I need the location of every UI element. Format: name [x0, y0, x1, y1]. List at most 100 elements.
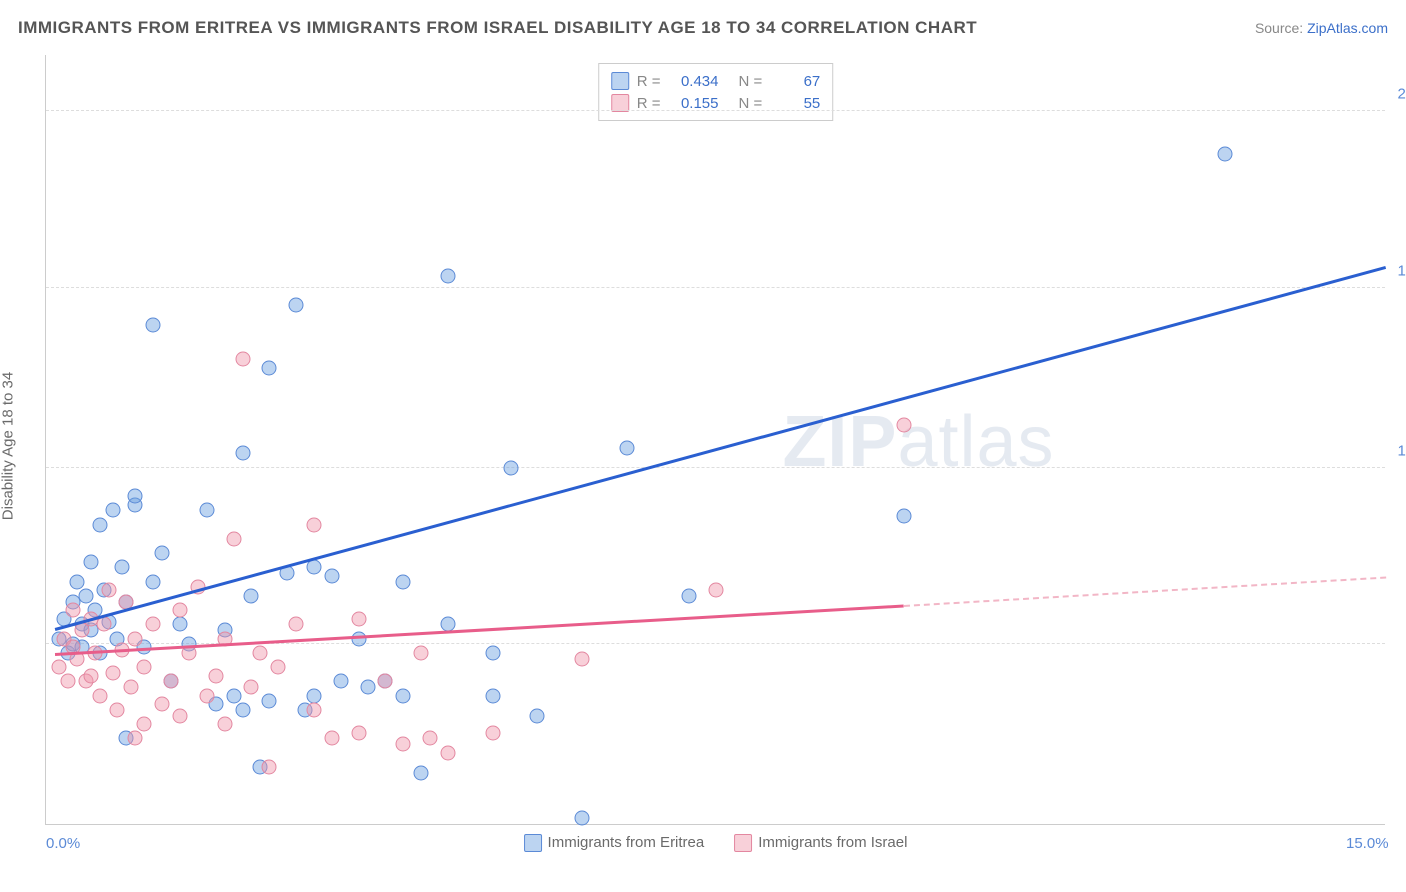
data-point: [79, 588, 94, 603]
data-point: [262, 360, 277, 375]
data-point: [307, 560, 322, 575]
data-point: [530, 708, 545, 723]
data-point: [378, 674, 393, 689]
data-point: [253, 645, 268, 660]
correlation-legend: R =0.434N =67R =0.155N =55: [598, 63, 834, 121]
data-point: [360, 680, 375, 695]
data-point: [173, 617, 188, 632]
legend-row: R =0.434N =67: [611, 70, 821, 92]
data-point: [235, 446, 250, 461]
data-point: [137, 660, 152, 675]
data-point: [146, 574, 161, 589]
data-point: [226, 688, 241, 703]
source-label: Source: ZipAtlas.com: [1255, 20, 1388, 36]
y-tick-label: 6.3%: [1390, 619, 1406, 636]
y-tick-label: 25.0%: [1390, 86, 1406, 103]
data-point: [83, 668, 98, 683]
grid-line: [46, 287, 1385, 288]
data-point: [414, 765, 429, 780]
data-point: [164, 674, 179, 689]
data-point: [217, 717, 232, 732]
data-point: [128, 631, 143, 646]
data-point: [244, 680, 259, 695]
data-point: [173, 603, 188, 618]
data-point: [146, 617, 161, 632]
data-point: [324, 568, 339, 583]
data-point: [396, 574, 411, 589]
data-point: [441, 269, 456, 284]
data-point: [52, 660, 67, 675]
data-point: [128, 489, 143, 504]
data-point: [503, 460, 518, 475]
data-point: [485, 725, 500, 740]
watermark: ZIPatlas: [782, 401, 1054, 483]
data-point: [1218, 146, 1233, 161]
data-point: [709, 583, 724, 598]
grid-line: [46, 467, 1385, 468]
data-point: [155, 697, 170, 712]
y-tick-label: 12.5%: [1390, 442, 1406, 459]
data-point: [896, 417, 911, 432]
series-legend: Immigrants from Eritrea Immigrants from I…: [524, 834, 908, 852]
data-point: [106, 665, 121, 680]
data-point: [307, 517, 322, 532]
data-point: [110, 702, 125, 717]
data-point: [106, 503, 121, 518]
data-point: [101, 583, 116, 598]
scatter-chart: ZIPatlas R =0.434N =67R =0.155N =55 Immi…: [45, 55, 1385, 825]
legend-item: Immigrants from Eritrea: [524, 834, 705, 852]
data-point: [307, 702, 322, 717]
data-point: [92, 517, 107, 532]
data-point: [896, 509, 911, 524]
data-point: [155, 546, 170, 561]
x-tick-label: 0.0%: [46, 835, 80, 852]
data-point: [61, 674, 76, 689]
data-point: [682, 588, 697, 603]
legend-swatch-icon: [734, 834, 752, 852]
data-point: [271, 660, 286, 675]
legend-swatch-icon: [524, 834, 542, 852]
data-point: [97, 617, 112, 632]
data-point: [414, 645, 429, 660]
data-point: [92, 688, 107, 703]
data-point: [199, 688, 214, 703]
data-point: [235, 702, 250, 717]
data-point: [396, 688, 411, 703]
y-axis-label: Disability Age 18 to 34: [0, 372, 17, 520]
trend-line: [55, 265, 1387, 630]
data-point: [262, 759, 277, 774]
data-point: [485, 645, 500, 660]
data-point: [173, 708, 188, 723]
data-point: [324, 731, 339, 746]
data-point: [333, 674, 348, 689]
x-tick-label: 15.0%: [1346, 835, 1389, 852]
source-link[interactable]: ZipAtlas.com: [1307, 20, 1388, 36]
data-point: [208, 668, 223, 683]
data-point: [137, 717, 152, 732]
data-point: [351, 725, 366, 740]
data-point: [262, 694, 277, 709]
data-point: [307, 688, 322, 703]
legend-item: Immigrants from Israel: [734, 834, 907, 852]
legend-swatch-icon: [611, 72, 629, 90]
data-point: [396, 737, 411, 752]
data-point: [114, 560, 129, 575]
data-point: [226, 531, 241, 546]
data-point: [244, 588, 259, 603]
data-point: [351, 611, 366, 626]
data-point: [619, 440, 634, 455]
data-point: [235, 352, 250, 367]
data-point: [289, 297, 304, 312]
data-point: [65, 603, 80, 618]
y-tick-label: 18.8%: [1390, 262, 1406, 279]
data-point: [70, 574, 85, 589]
data-point: [351, 631, 366, 646]
trend-line: [904, 577, 1387, 608]
data-point: [575, 811, 590, 826]
data-point: [575, 651, 590, 666]
data-point: [289, 617, 304, 632]
data-point: [441, 745, 456, 760]
chart-title: IMMIGRANTS FROM ERITREA VS IMMIGRANTS FR…: [18, 18, 977, 38]
grid-line: [46, 110, 1385, 111]
data-point: [123, 680, 138, 695]
